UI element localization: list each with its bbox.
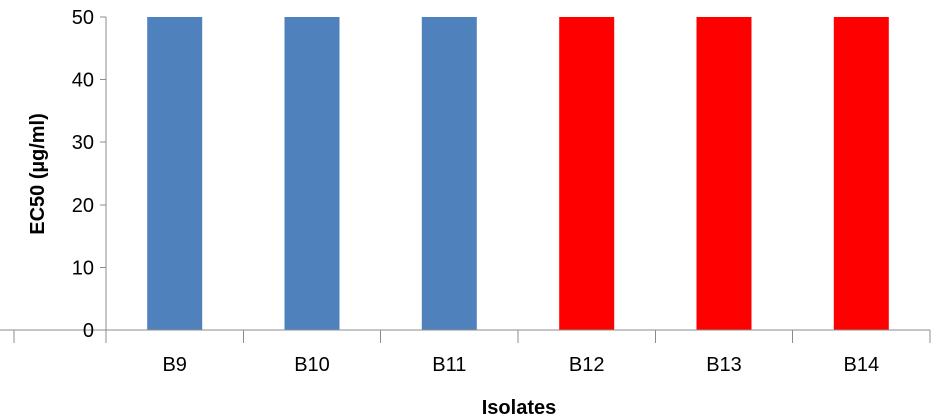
bar-b10 xyxy=(284,17,340,330)
bar-b13 xyxy=(696,17,752,330)
y-tick-label-40: 40 xyxy=(72,70,94,92)
x-tick-label-b14: B14 xyxy=(844,354,880,376)
bar-b14 xyxy=(833,17,889,330)
bars-layer xyxy=(147,17,889,330)
bar-b9 xyxy=(147,17,203,330)
bar-b12 xyxy=(559,17,615,330)
y-tick-label-20: 20 xyxy=(72,195,94,217)
ticks-layer xyxy=(13,16,931,343)
y-tick-label-30: 30 xyxy=(72,132,94,154)
bar-b11 xyxy=(421,17,477,330)
x-axis-title: Isolates xyxy=(482,397,556,419)
x-tick-label-b13: B13 xyxy=(706,354,742,376)
labels-layer: B9 B10 B11 B12 B13 B14 0 10 20 30 40 50 xyxy=(72,7,879,376)
y-tick-label-10: 10 xyxy=(72,257,94,279)
x-tick-label-b10: B10 xyxy=(294,354,330,376)
x-tick-label-b11: B11 xyxy=(432,354,466,376)
x-tick-label-b12: B12 xyxy=(569,354,605,376)
y-tick-label-0: 0 xyxy=(83,320,94,342)
x-tick-label-b9: B9 xyxy=(162,354,186,376)
axes-layer xyxy=(0,17,930,331)
y-tick-label-50: 50 xyxy=(72,7,94,29)
y-axis-title: EC50 (µg/ml) xyxy=(27,113,49,235)
